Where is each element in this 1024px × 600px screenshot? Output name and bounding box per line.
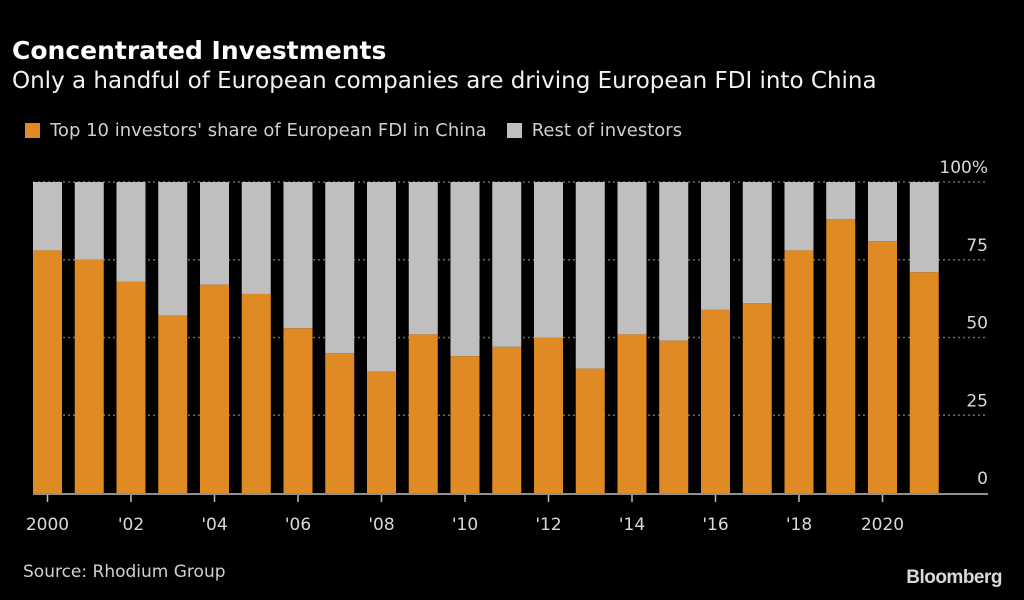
- bar-top10-2020: [868, 241, 897, 493]
- bar-top10-2012: [534, 337, 563, 493]
- x-tick-label: '16: [702, 515, 728, 535]
- x-tick-label: '18: [786, 515, 812, 535]
- bar-top10-2004: [200, 284, 229, 493]
- legend-label-rest: Rest of investors: [531, 120, 683, 141]
- bar-rest-2018: [784, 182, 814, 251]
- bar-top10-2014: [617, 334, 647, 493]
- bar-top10-2009: [408, 334, 438, 493]
- chart-subtitle: Only a handful of European companies are…: [12, 68, 877, 94]
- chart-title: Concentrated Investments: [12, 36, 387, 65]
- bar-top10-2008: [367, 371, 396, 493]
- bar-rest-2003: [158, 182, 188, 316]
- x-tick-label: '14: [619, 515, 645, 535]
- y-tick-label: 0: [977, 469, 988, 489]
- bar-rest-2006: [283, 182, 313, 329]
- bar-top10-2006: [283, 328, 313, 493]
- legend-swatch-rest: [506, 123, 522, 138]
- bar-rest-2000: [33, 182, 62, 251]
- bar-rest-2011: [492, 182, 522, 347]
- bloomberg-logo: Bloomberg: [906, 567, 1002, 588]
- bar-top10-2013: [575, 368, 605, 493]
- bar-rest-2014: [617, 182, 647, 335]
- bar-rest-2021: [909, 182, 939, 273]
- bar-top10-2000: [33, 250, 62, 493]
- bar-top10-2021: [909, 272, 939, 493]
- legend-item-rest: Rest of investors: [506, 120, 683, 141]
- bar-rest-2010: [450, 182, 480, 357]
- bar-top10-2010: [450, 356, 480, 493]
- bar-rest-2001: [74, 182, 104, 260]
- bar-rest-2015: [659, 182, 689, 341]
- bar-rest-2007: [325, 182, 355, 354]
- bar-top10-2016: [701, 309, 730, 493]
- x-tick-label: '02: [118, 515, 144, 535]
- bar-top10-2018: [784, 250, 814, 493]
- bar-top10-2015: [659, 340, 689, 493]
- source-note: Source: Rhodium Group: [23, 562, 226, 582]
- bar-rest-2002: [116, 182, 146, 282]
- x-tick-label: '12: [535, 515, 561, 535]
- bar-top10-2017: [742, 303, 772, 493]
- bar-top10-2003: [158, 315, 188, 493]
- bar-rest-2004: [200, 182, 229, 285]
- x-tick-label: '10: [452, 515, 478, 535]
- bar-rest-2005: [241, 182, 271, 294]
- bar-rest-2012: [534, 182, 563, 338]
- y-tick-label: 25: [966, 391, 988, 411]
- bar-rest-2019: [826, 182, 856, 220]
- y-tick-label: 50: [966, 314, 988, 334]
- bar-rest-2013: [575, 182, 605, 369]
- x-tick-label: '08: [368, 515, 394, 535]
- bar-top10-2011: [492, 346, 522, 493]
- legend-swatch-top10: [25, 123, 40, 138]
- x-tick-label: '06: [285, 515, 311, 535]
- bar-rest-2017: [742, 182, 772, 304]
- bar-rest-2020: [868, 182, 897, 242]
- legend-item-top10: Top 10 investors' share of European FDI …: [25, 120, 487, 141]
- bar-rest-2008: [367, 182, 396, 372]
- bar-top10-2001: [74, 259, 104, 493]
- bar-rest-2016: [701, 182, 730, 310]
- bar-top10-2007: [325, 353, 355, 493]
- legend-label-top10: Top 10 investors' share of European FDI …: [50, 120, 487, 141]
- legend: Top 10 investors' share of European FDI …: [25, 120, 702, 141]
- y-tick-label: 75: [966, 236, 988, 256]
- x-tick-label: 2000: [26, 515, 69, 535]
- x-tick-label: 2020: [861, 515, 904, 535]
- y-tick-label: 100%: [939, 158, 988, 178]
- bar-rest-2009: [408, 182, 438, 335]
- bar-top10-2019: [826, 219, 856, 493]
- bar-top10-2002: [116, 281, 146, 493]
- x-tick-label: '04: [201, 515, 227, 535]
- bar-top10-2005: [241, 293, 271, 493]
